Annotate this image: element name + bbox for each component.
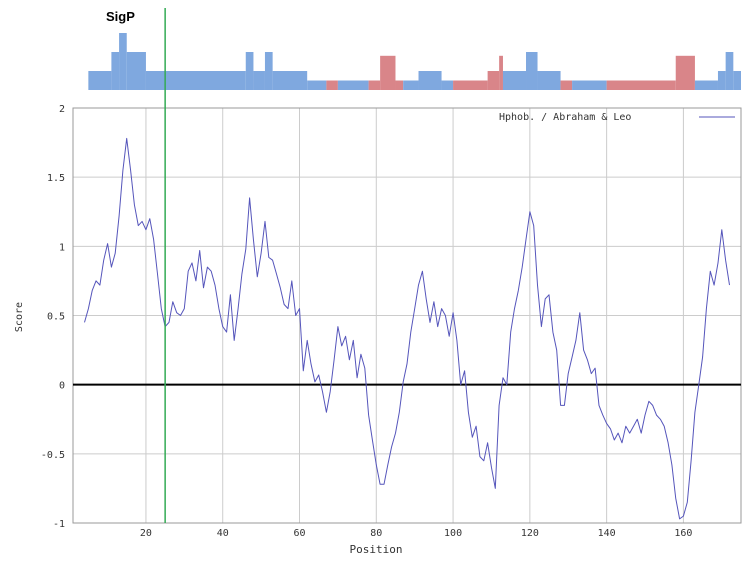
track-block-7: [264, 52, 273, 90]
x-tick-label-120: 120: [521, 528, 539, 539]
track-block-13: [380, 55, 396, 90]
feature-track: [88, 33, 741, 90]
track-block-0: [88, 71, 112, 90]
y-tick-label-5: 1.5: [47, 173, 65, 184]
track-block-21: [502, 71, 527, 90]
x-tick-label-60: 60: [293, 528, 305, 539]
track-block-5: [245, 52, 254, 90]
track-block-27: [675, 55, 695, 90]
track-block-8: [272, 71, 308, 90]
track-block-16: [418, 71, 442, 90]
track-block-20: [499, 55, 503, 90]
track-block-15: [403, 80, 419, 90]
x-tick-label-100: 100: [444, 528, 462, 539]
track-block-9: [307, 80, 327, 90]
track-block-24: [560, 80, 573, 90]
x-tick-label-20: 20: [140, 528, 152, 539]
track-block-22: [526, 52, 538, 90]
x-axis-label: Position: [350, 543, 403, 556]
signal-peptide-label: SigP: [106, 9, 135, 24]
track-block-4: [145, 71, 246, 90]
y-tick-label-4: 1: [59, 242, 65, 253]
track-block-25: [572, 80, 607, 90]
series-line-hphob: [84, 137, 730, 520]
x-tick-label-140: 140: [598, 528, 616, 539]
track-block-31: [733, 71, 741, 90]
legend-label: Hphob. / Abraham & Leo: [499, 112, 631, 123]
x-tick-label-160: 160: [674, 528, 692, 539]
x-tick-label-40: 40: [217, 528, 229, 539]
track-block-23: [537, 71, 561, 90]
track-block-28: [694, 80, 718, 90]
plot-border: [72, 107, 742, 524]
track-block-6: [253, 71, 265, 90]
y-tick-label-2: 0: [59, 381, 65, 392]
track-block-12: [368, 80, 381, 90]
track-block-10: [326, 80, 338, 90]
y-tick-label-0: -1: [53, 519, 65, 530]
axis-ticks: 20 40 60 80 100 120 140 160 -1 -0.5 0 0.5 1 1.5 2: [41, 104, 693, 539]
y-tick-label-1: -0.5: [41, 450, 65, 461]
track-block-2: [119, 33, 127, 90]
track-block-14: [395, 80, 404, 90]
track-block-18: [453, 80, 488, 90]
y-tick-label-6: 2: [59, 104, 65, 115]
track-block-1: [111, 52, 120, 90]
x-tick-label-80: 80: [370, 528, 382, 539]
track-block-29: [717, 71, 726, 90]
track-block-3: [126, 52, 146, 90]
y-axis-label: Score: [14, 302, 25, 332]
track-block-17: [441, 80, 454, 90]
track-block-26: [606, 80, 676, 90]
track-block-11: [337, 80, 369, 90]
track-block-19: [487, 71, 500, 90]
track-block-30: [725, 52, 734, 90]
y-tick-label-3: 0.5: [47, 312, 65, 323]
